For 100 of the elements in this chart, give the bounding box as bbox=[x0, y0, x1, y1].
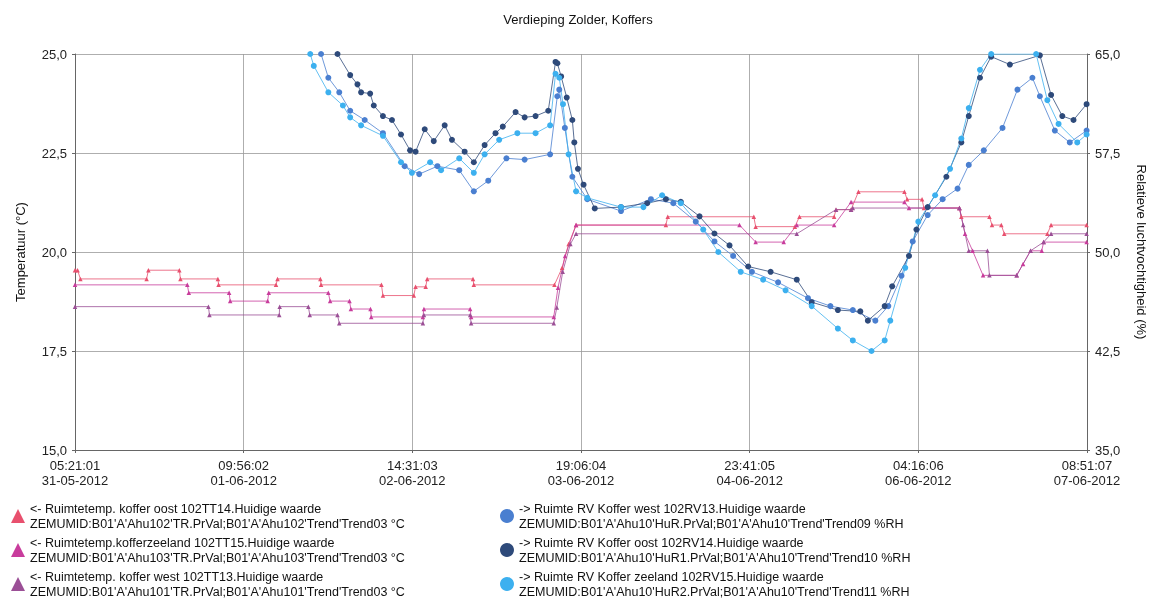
point bbox=[569, 173, 576, 180]
x-tick-label: 19:06:04 03-06-2012 bbox=[547, 458, 615, 488]
point bbox=[987, 273, 992, 278]
point bbox=[856, 189, 861, 195]
point bbox=[960, 222, 966, 228]
point bbox=[794, 231, 800, 237]
point bbox=[1048, 231, 1054, 237]
x-tick-label: 23:41:05 04-06-2012 bbox=[716, 458, 783, 488]
point bbox=[78, 276, 83, 282]
point bbox=[573, 188, 580, 195]
point bbox=[420, 321, 426, 326]
point bbox=[902, 189, 907, 195]
point bbox=[959, 214, 964, 220]
point bbox=[485, 177, 492, 184]
point bbox=[416, 171, 423, 178]
point bbox=[379, 282, 384, 288]
point bbox=[659, 192, 666, 199]
point bbox=[965, 105, 972, 112]
point bbox=[551, 314, 556, 320]
point bbox=[834, 325, 841, 332]
point bbox=[380, 293, 386, 298]
point bbox=[781, 239, 786, 245]
point bbox=[226, 290, 232, 296]
point bbox=[965, 161, 972, 168]
legend-label: <- Ruimtetemp. koffer west 102TT13.Huidige waarde ZEMUMID:B01'A'Ahu101'TR.PrVal;B01'A'Ahu101'Trend'Trend03 °C bbox=[30, 569, 405, 599]
point bbox=[1029, 74, 1036, 81]
point bbox=[827, 303, 834, 310]
point bbox=[1020, 261, 1026, 267]
point bbox=[348, 306, 354, 312]
point bbox=[730, 252, 737, 259]
point bbox=[347, 114, 354, 121]
point bbox=[797, 214, 802, 220]
point bbox=[467, 306, 473, 312]
point bbox=[760, 276, 767, 283]
point bbox=[898, 272, 905, 279]
x-tick-label: 09:56:02 01-06-2012 bbox=[210, 458, 277, 488]
point bbox=[336, 89, 343, 96]
point bbox=[565, 151, 572, 158]
point bbox=[1051, 127, 1058, 134]
point bbox=[1045, 231, 1050, 237]
point bbox=[185, 282, 190, 288]
x-tick-label: 14:31:03 02-06-2012 bbox=[379, 458, 446, 488]
x-tick-label: 08:51:07 07-06-2012 bbox=[1053, 458, 1121, 488]
point bbox=[561, 124, 568, 131]
point bbox=[408, 169, 415, 176]
point bbox=[552, 282, 557, 288]
point bbox=[306, 304, 311, 309]
point bbox=[547, 151, 554, 158]
point bbox=[782, 287, 789, 294]
legend-label: <- Ruimtetemp. koffer oost 102TT14.Huidige waarde ZEMUMID:B01'A'Ahu102'TR.PrVal;B01'A'Ahu102'Trend'Trend03 °C bbox=[30, 501, 405, 531]
point bbox=[999, 124, 1006, 131]
point bbox=[560, 101, 566, 108]
point bbox=[887, 317, 894, 324]
point bbox=[902, 264, 909, 271]
point bbox=[640, 204, 647, 211]
point bbox=[470, 169, 477, 176]
point bbox=[980, 147, 987, 154]
point bbox=[665, 214, 670, 220]
point bbox=[985, 248, 990, 254]
point bbox=[711, 238, 718, 245]
point bbox=[411, 293, 417, 298]
point bbox=[868, 348, 875, 354]
y-tick-label: 17,5 bbox=[41, 343, 67, 359]
point bbox=[424, 276, 430, 282]
point bbox=[970, 248, 975, 254]
point bbox=[804, 295, 811, 302]
legend-label: -> Ruimte RV Koffer zeeland 102RV15.Huidige waarde ZEMUMID:B01'A'Ahu10'HuR2.PrVal;B01'A'Ahu10'Trend'Trend11 %RH bbox=[519, 569, 910, 599]
point bbox=[358, 122, 365, 129]
y-axis-title: Temperatuur (°C) bbox=[13, 202, 28, 302]
point bbox=[560, 269, 565, 275]
point bbox=[748, 268, 755, 275]
point bbox=[670, 200, 677, 207]
point bbox=[398, 159, 405, 166]
point bbox=[849, 337, 856, 344]
point bbox=[427, 159, 434, 166]
point bbox=[361, 117, 368, 123]
point bbox=[339, 102, 346, 109]
point bbox=[551, 321, 556, 326]
point bbox=[647, 196, 654, 203]
point bbox=[325, 89, 332, 96]
point bbox=[915, 218, 922, 225]
point bbox=[186, 290, 192, 296]
point bbox=[503, 155, 510, 162]
y2-tick-label: 35,0 bbox=[1095, 442, 1121, 458]
y2-axis-title: Relatieve luchtvochtigheid (%) bbox=[1134, 164, 1149, 340]
point bbox=[438, 167, 445, 174]
y2-tick-label: 50,0 bbox=[1095, 244, 1121, 260]
point bbox=[554, 305, 560, 310]
point bbox=[468, 321, 474, 326]
point bbox=[1083, 131, 1090, 138]
point bbox=[481, 151, 488, 158]
point bbox=[1044, 97, 1051, 104]
point bbox=[849, 307, 856, 314]
point bbox=[325, 74, 332, 81]
point bbox=[1036, 93, 1043, 100]
x-tick-label: 04:16:06 06-06-2012 bbox=[885, 458, 952, 488]
chart-title: Verdieping Zolder, Koffers bbox=[503, 12, 654, 27]
point bbox=[881, 337, 888, 344]
point bbox=[751, 214, 757, 220]
legend-label: -> Ruimte RV Koffer oost 102RV14.Huidige waarde ZEMUMID:B01'A'Ahu10'HuR1.PrVal;B01'A'Ahu10'Trend'Trend10 %RH bbox=[519, 535, 911, 565]
